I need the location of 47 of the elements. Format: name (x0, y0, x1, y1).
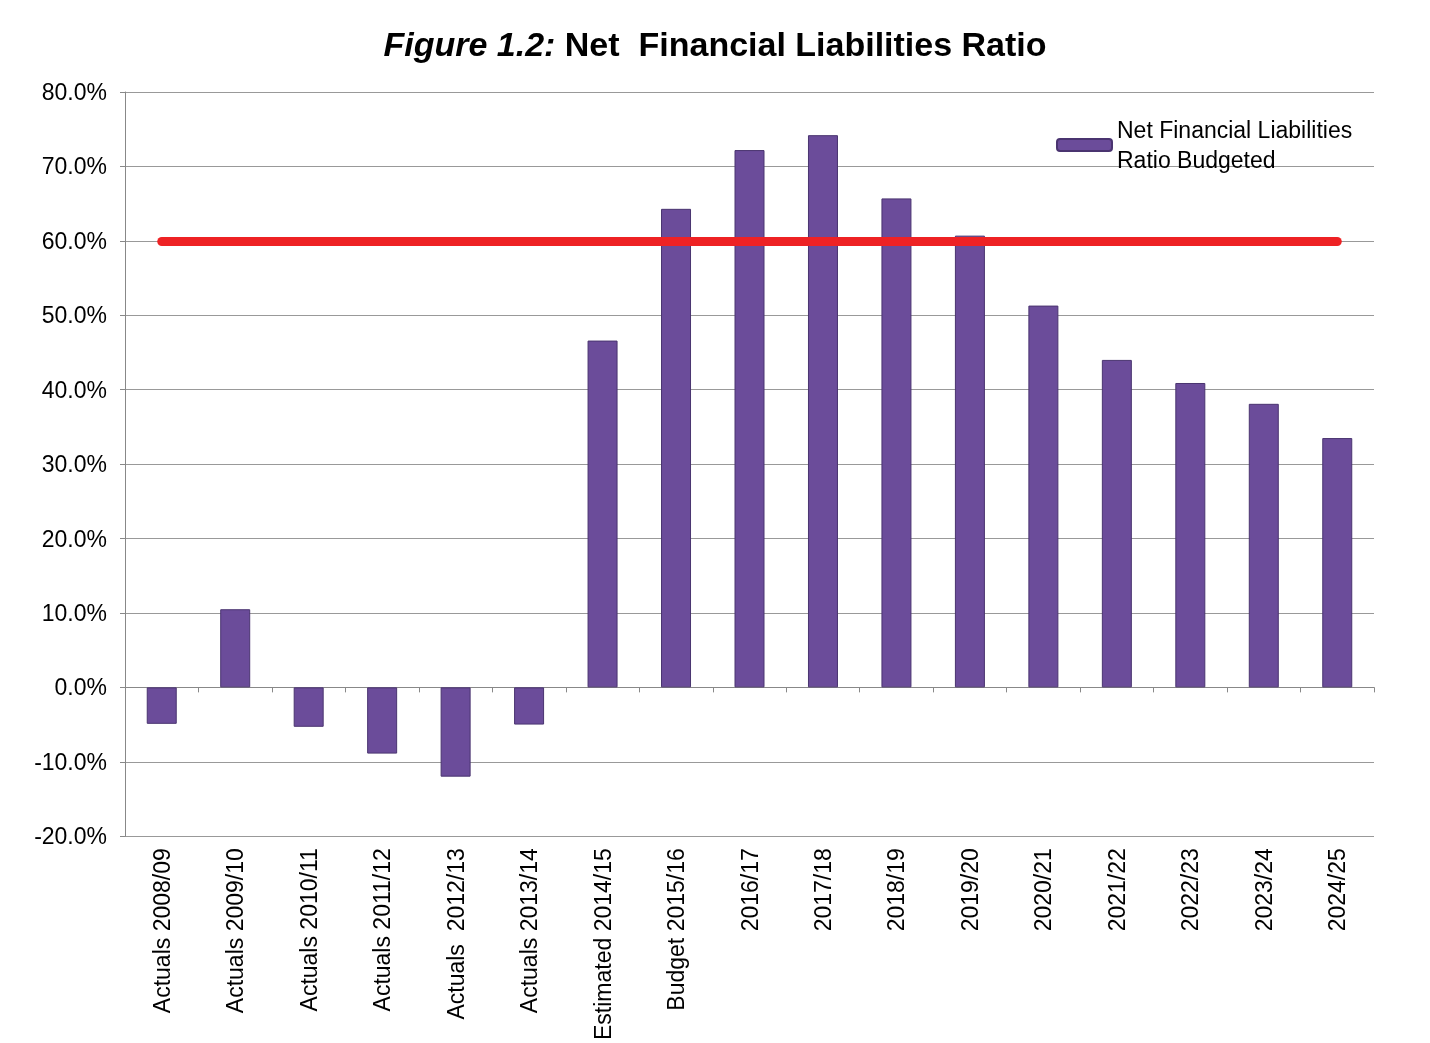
y-tick-label: 0.0% (54, 674, 107, 701)
x-tick-label: Actuals 2013/14 (516, 848, 543, 1014)
x-tick-label: Actuals 2009/10 (222, 848, 249, 1014)
bar (367, 687, 398, 754)
x-tick-label: Actuals 2011/12 (369, 848, 396, 1012)
x-tick-label: Actuals 2012/13 (442, 848, 469, 1020)
bar (514, 687, 545, 725)
x-tick-label: 2023/24 (1250, 848, 1277, 932)
bar (1248, 403, 1279, 688)
y-tick-label: 50.0% (41, 302, 107, 329)
bar (1322, 438, 1353, 688)
x-tick-label: 2017/18 (809, 848, 836, 932)
y-tick-label: 30.0% (41, 451, 107, 478)
y-tick-label: 80.0% (41, 79, 107, 105)
bar (881, 198, 912, 688)
y-tick-label: 10.0% (41, 599, 107, 626)
x-tick-label: Actuals 2008/09 (148, 848, 175, 1014)
x-tick-label: 2016/17 (736, 848, 763, 932)
bar (807, 135, 838, 688)
x-tick-label: 2021/22 (1103, 848, 1130, 932)
y-tick-label: 20.0% (41, 525, 107, 552)
y-tick-label: 60.0% (41, 227, 107, 254)
bar (734, 150, 765, 688)
legend-label: Net Financial Liabilities Ratio Budgeted (1117, 117, 1359, 173)
x-tick-label: Budget 2015/16 (663, 848, 690, 1011)
bar (146, 687, 177, 724)
x-tick-label: 2019/20 (956, 848, 983, 932)
bar (954, 235, 985, 688)
chart-title: Figure 1.2: Net Financial Liabilities Ratio (383, 25, 1047, 63)
y-tick-label: 40.0% (41, 376, 107, 403)
bar (220, 609, 251, 688)
bar (1101, 359, 1132, 688)
x-tick-label: 2020/21 (1030, 848, 1057, 932)
bar (587, 340, 618, 688)
x-tick-label: 2024/25 (1324, 848, 1351, 932)
x-tick-label: Estimated 2014/15 (589, 848, 616, 1040)
x-tick-label: 2022/23 (1177, 848, 1204, 932)
bar (661, 208, 692, 688)
y-tick-label: -10.0% (34, 748, 107, 775)
y-tick-label: -20.0% (34, 823, 107, 850)
bar (440, 687, 471, 777)
y-tick-label: 70.0% (41, 153, 107, 180)
bar (1028, 305, 1059, 688)
x-tick-label: Actuals 2010/11 (295, 848, 322, 1012)
bar (293, 687, 324, 727)
x-tick-label: 2018/19 (883, 848, 910, 932)
bar (1175, 382, 1206, 688)
